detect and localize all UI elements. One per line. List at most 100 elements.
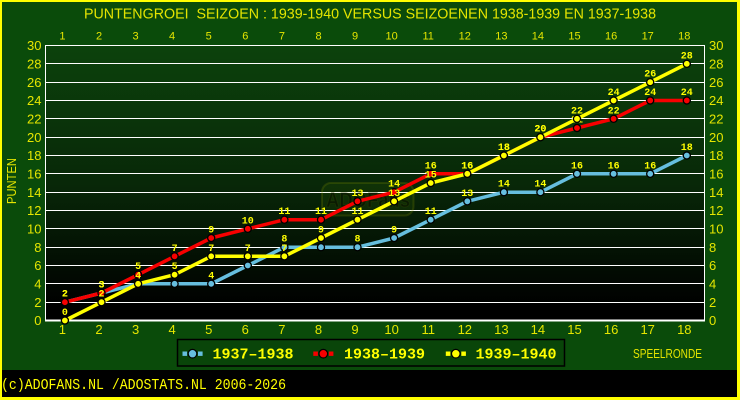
svg-text:28: 28	[27, 57, 41, 72]
svg-text:13: 13	[461, 189, 473, 200]
svg-text:12: 12	[709, 203, 723, 218]
svg-text:2: 2	[98, 290, 104, 301]
svg-text:16: 16	[461, 161, 473, 172]
svg-text:15: 15	[425, 171, 437, 182]
svg-text:5: 5	[135, 262, 141, 273]
svg-text:16: 16	[709, 167, 723, 182]
svg-text:6: 6	[242, 31, 248, 43]
svg-text:14: 14	[534, 180, 546, 191]
svg-text:7: 7	[172, 244, 178, 255]
svg-text:4: 4	[34, 277, 41, 292]
svg-text:9: 9	[391, 226, 397, 237]
svg-text:24: 24	[608, 88, 620, 99]
svg-text:10: 10	[242, 216, 254, 227]
svg-text:8: 8	[34, 240, 41, 255]
svg-text:4: 4	[135, 271, 141, 282]
svg-text:7: 7	[278, 322, 285, 337]
svg-text:18: 18	[709, 148, 723, 163]
svg-text:6: 6	[242, 322, 249, 337]
svg-text:9: 9	[351, 322, 358, 337]
svg-text:2: 2	[62, 290, 68, 301]
svg-text:8: 8	[281, 235, 287, 246]
svg-text:0: 0	[709, 313, 716, 328]
svg-text:28: 28	[709, 57, 723, 72]
svg-text:16: 16	[644, 161, 656, 172]
svg-text:10: 10	[384, 322, 398, 337]
svg-text:12: 12	[459, 31, 471, 43]
svg-text:24: 24	[644, 88, 656, 99]
svg-text:10: 10	[709, 222, 723, 237]
svg-text:22: 22	[27, 112, 41, 127]
svg-text:22: 22	[709, 112, 723, 127]
svg-text:20: 20	[709, 130, 723, 145]
svg-text:14: 14	[531, 322, 545, 337]
svg-text:16: 16	[608, 161, 620, 172]
svg-text:2: 2	[62, 290, 68, 301]
svg-text:0: 0	[34, 313, 41, 328]
svg-text:18: 18	[677, 322, 691, 337]
svg-text:16: 16	[571, 161, 583, 172]
svg-text:10: 10	[27, 222, 41, 237]
svg-text:11: 11	[422, 31, 433, 43]
svg-text:4: 4	[709, 277, 716, 292]
svg-text:0: 0	[62, 308, 68, 319]
svg-text:17: 17	[640, 322, 654, 337]
svg-text:22: 22	[571, 106, 583, 117]
svg-text:14: 14	[27, 185, 41, 200]
svg-text:11: 11	[351, 207, 363, 218]
svg-text:1937–1938: 1937–1938	[213, 347, 294, 364]
svg-text:11: 11	[278, 207, 290, 218]
svg-text:26: 26	[644, 70, 656, 81]
svg-text:8: 8	[315, 31, 321, 43]
svg-text:16: 16	[461, 161, 473, 172]
svg-text:(c)ADOFANS.NL /ADOSTATS.NL 200: (c)ADOFANS.NL /ADOSTATS.NL 2006-2026	[1, 378, 286, 394]
svg-text:24: 24	[27, 93, 41, 108]
svg-text:14: 14	[498, 180, 510, 191]
svg-text:26: 26	[709, 75, 723, 90]
svg-text:14: 14	[388, 180, 400, 191]
svg-text:28: 28	[681, 51, 693, 62]
svg-text:14: 14	[709, 185, 723, 200]
svg-text:3: 3	[98, 281, 104, 292]
svg-text:8: 8	[709, 240, 716, 255]
svg-text:16: 16	[27, 167, 41, 182]
svg-text:1: 1	[59, 322, 66, 337]
svg-text:13: 13	[494, 322, 508, 337]
svg-text:12: 12	[27, 203, 41, 218]
svg-text:9: 9	[352, 31, 358, 43]
svg-text:4: 4	[168, 322, 175, 337]
svg-text:4: 4	[208, 271, 214, 282]
svg-text:8: 8	[354, 235, 360, 246]
svg-text:8: 8	[315, 322, 322, 337]
svg-text:15: 15	[568, 31, 580, 43]
svg-text:SPEELRONDE: SPEELRONDE	[633, 346, 702, 361]
svg-text:7: 7	[245, 244, 251, 255]
svg-text:26: 26	[27, 75, 41, 90]
svg-text:PUNTEN: PUNTEN	[4, 158, 19, 204]
svg-text:2: 2	[96, 31, 102, 43]
svg-text:20: 20	[534, 125, 546, 136]
svg-text:18: 18	[27, 148, 41, 163]
svg-text:3: 3	[133, 31, 139, 43]
svg-text:2: 2	[34, 295, 41, 310]
svg-text:2: 2	[95, 322, 102, 337]
svg-text:30: 30	[27, 38, 41, 53]
svg-text:3: 3	[98, 281, 104, 292]
svg-text:4: 4	[169, 31, 175, 43]
svg-text:11: 11	[315, 207, 327, 218]
svg-text:1: 1	[59, 31, 65, 43]
svg-text:7: 7	[281, 244, 287, 255]
svg-text:7: 7	[279, 31, 285, 43]
svg-text:17: 17	[642, 31, 654, 43]
svg-text:22: 22	[608, 106, 620, 117]
svg-text:10: 10	[385, 31, 397, 43]
svg-text:3: 3	[132, 322, 139, 337]
svg-text:11: 11	[421, 322, 435, 337]
svg-text:5: 5	[206, 31, 212, 43]
svg-text:12: 12	[458, 322, 472, 337]
svg-text:11: 11	[425, 207, 437, 218]
svg-text:16: 16	[605, 31, 617, 43]
svg-text:20: 20	[534, 125, 546, 136]
svg-text:1938–1939: 1938–1939	[344, 347, 425, 364]
svg-text:24: 24	[709, 93, 723, 108]
